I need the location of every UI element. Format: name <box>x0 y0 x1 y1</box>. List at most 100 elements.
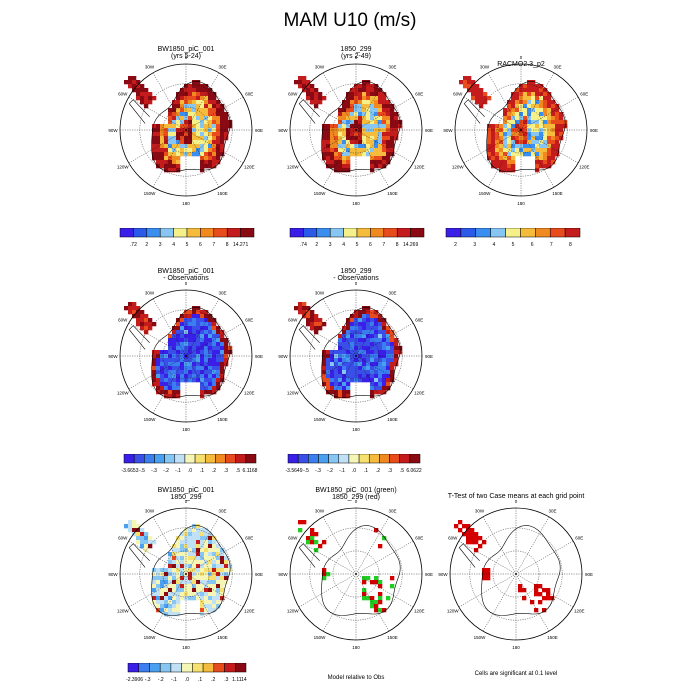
colorbar-label: .5 <box>400 468 404 474</box>
field-p8 <box>454 520 555 613</box>
colorbar-label: 2 <box>145 242 148 248</box>
colorbar-swatch <box>235 663 247 673</box>
lon-label: 150E <box>217 191 228 196</box>
colorbar-p3: 2 3 4 5 6 7 8 <box>445 228 581 248</box>
panel-title-line: (yrs 5-24) <box>171 53 201 60</box>
lon-label: 150E <box>547 635 558 640</box>
map-boundary <box>289 63 423 197</box>
field-p3 <box>459 76 568 173</box>
colorbar-swatch <box>303 228 318 238</box>
lon-label: 0 <box>185 281 188 286</box>
lon-label: 150W <box>144 417 157 422</box>
lon-label: 30E <box>388 291 396 296</box>
colorbar-swatch <box>409 454 421 464</box>
map-p2: 0 30E 60E 90E 120E 150E 180 150W 120W 90W 60W 30W <box>278 55 433 206</box>
panel-note-p8: Cells are significant at 0.1 level <box>474 671 558 677</box>
panel-title-line: BW1850_piC_001 <box>157 46 215 53</box>
colorbar-swatch <box>119 228 134 238</box>
peninsula-coast <box>298 99 320 124</box>
lon-label: 150E <box>552 191 563 196</box>
colorbar-swatch <box>289 228 304 238</box>
lon-label: 60W <box>288 91 298 96</box>
coastline <box>321 525 401 616</box>
panel-title-line: (yrs 2-49) <box>341 53 371 60</box>
lon-label: 0 <box>355 499 358 504</box>
map-p8: 0 30E 60E 90E 120E 150E 180 150W 120W 90W 60W 30W <box>438 499 593 650</box>
lon-label: 90W <box>438 572 448 577</box>
colorbar-label: .0 <box>188 468 192 474</box>
lon-label: 90E <box>425 354 433 359</box>
colorbar-label: 7 <box>550 242 553 248</box>
colorbar-swatch <box>164 454 176 464</box>
colorbar-swatch <box>505 228 521 238</box>
field-p5 <box>294 302 403 399</box>
peninsula-coast <box>128 325 150 350</box>
map-p1: 0 30E 60E 90E 120E 150E 180 150W 120W 90W 60W 30W <box>108 55 263 206</box>
panel-title-line: 1850_299 <box>340 268 372 275</box>
lon-label: 0 <box>185 499 188 504</box>
colorbar-swatch <box>445 228 462 238</box>
lon-label: 120E <box>244 164 255 169</box>
field-p4 <box>124 302 233 399</box>
panel-title-p7: BW1850_piC_001 (green) 1850_299 (red) <box>276 487 436 501</box>
lon-label: 60E <box>245 91 253 96</box>
colorbar-label: 7 <box>212 242 215 248</box>
lon-label: 180 <box>182 201 190 206</box>
lon-label: 60E <box>415 317 423 322</box>
colorbar-p6: -2.3906 -.3 -.2 -.1 .0 .1 .2 .3 1.1114 <box>126 663 247 683</box>
colorbar-swatch <box>520 228 536 238</box>
lon-label: 120W <box>117 390 130 395</box>
colorbar-label: 5 <box>356 242 359 248</box>
lon-label: 60E <box>245 535 253 540</box>
lon-label: 150W <box>314 417 327 422</box>
lon-label: 180 <box>352 427 360 432</box>
map-boundary <box>454 63 588 197</box>
colorbar-swatch <box>235 454 247 464</box>
lon-label: 120W <box>452 164 465 169</box>
colorbar-swatch <box>396 228 411 238</box>
colorbar-swatch <box>225 454 236 464</box>
colorbar-label: 4 <box>172 242 175 248</box>
coastline <box>151 81 231 172</box>
latitude-ring <box>162 550 210 598</box>
panel-title-p8: T-Test of two Case means at each grid po… <box>416 493 616 500</box>
colorbar-swatch <box>343 228 358 238</box>
colorbar-label: .2 <box>376 468 380 474</box>
lon-label: 30W <box>315 65 325 70</box>
colorbar-swatch <box>338 454 350 464</box>
panel-title-line: - Observations <box>163 275 209 282</box>
map-boundary <box>289 289 423 423</box>
colorbar-swatch <box>181 663 193 673</box>
panel-title-p1: BW1850_piC_001 (yrs 5-24) <box>106 46 266 60</box>
colorbar-swatch <box>535 228 551 238</box>
colorbar-swatch <box>144 454 155 464</box>
colorbar-swatch <box>192 663 204 673</box>
colorbar-label: 6 <box>531 242 534 248</box>
lon-label: 120E <box>414 164 425 169</box>
colorbar-swatch <box>329 228 344 238</box>
latitude-ring <box>492 550 540 598</box>
lon-label: 120E <box>244 608 255 613</box>
lon-label: 180 <box>512 645 520 650</box>
latitude-ring <box>162 332 210 380</box>
peninsula-coast <box>298 325 320 350</box>
colorbar-label: .1 <box>198 677 202 683</box>
lon-label: 30E <box>218 509 226 514</box>
colorbar-swatch <box>399 454 411 464</box>
colorbar-label: .2 <box>212 468 216 474</box>
lon-label: 60W <box>118 317 128 322</box>
meridian <box>322 516 357 575</box>
colorbar-label: .2 <box>211 677 215 683</box>
panel-title-line: BW1850_piC_001 <box>157 487 215 494</box>
colorbar-label: -3.6653 <box>122 468 139 474</box>
lon-label: 0 <box>515 499 518 504</box>
colorbar-label: .3 <box>224 468 228 474</box>
colorbar-label: .0 <box>352 468 356 474</box>
lon-label: 90W <box>278 572 288 577</box>
lon-label: 60W <box>453 91 463 96</box>
colorbar-label: .1 <box>364 468 368 474</box>
lon-label: 90W <box>108 354 118 359</box>
lon-label: 60E <box>415 535 423 540</box>
peninsula-coast <box>298 543 320 568</box>
lon-label: 90E <box>585 572 593 577</box>
